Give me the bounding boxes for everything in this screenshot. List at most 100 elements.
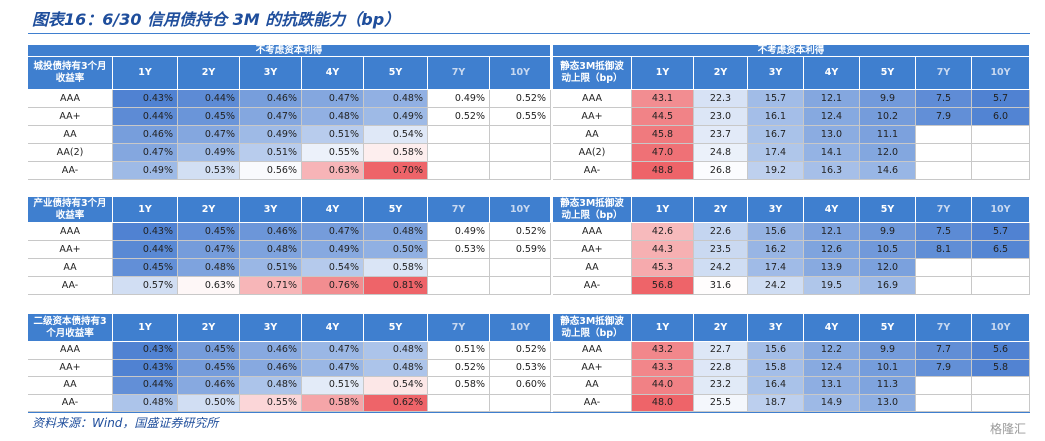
- value-cell: 0.47%: [302, 223, 364, 241]
- value-cell: 0.48%: [364, 342, 428, 360]
- value-cell: 48.0: [632, 394, 694, 412]
- value-cell: 0.46%: [240, 223, 302, 241]
- value-cell: 16.4: [748, 377, 804, 395]
- value-cell: 8.1: [916, 241, 972, 259]
- value-cell: 0.56%: [240, 162, 302, 180]
- value-cell: [916, 126, 972, 144]
- value-cell: 9.9: [860, 342, 916, 360]
- value-cell: 12.0: [860, 259, 916, 277]
- rating: AA: [553, 126, 632, 144]
- column-header: 10Y: [490, 197, 551, 223]
- column-header: 10Y: [972, 314, 1030, 342]
- column-header: 2Y: [694, 197, 748, 223]
- value-cell: [972, 126, 1030, 144]
- value-cell: 44.3: [632, 241, 694, 259]
- value-cell: [428, 394, 490, 412]
- value-cell: 12.1: [804, 90, 860, 108]
- column-header: 4Y: [302, 197, 364, 223]
- value-cell: 0.44%: [113, 377, 178, 395]
- value-cell: 0.50%: [364, 241, 428, 259]
- value-cell: 12.4: [804, 108, 860, 126]
- rating: AA+: [553, 108, 632, 126]
- value-cell: 0.55%: [240, 394, 302, 412]
- column-header: 4Y: [804, 197, 860, 223]
- value-cell: 16.7: [748, 126, 804, 144]
- value-cell: 0.81%: [364, 277, 428, 295]
- value-cell: 7.5: [916, 223, 972, 241]
- value-cell: 0.43%: [113, 359, 178, 377]
- value-cell: 14.6: [860, 162, 916, 180]
- column-header: 1Y: [113, 197, 178, 223]
- value-cell: 0.47%: [113, 144, 178, 162]
- rating: AA: [28, 259, 113, 277]
- column-header: 3Y: [748, 314, 804, 342]
- value-cell: 0.47%: [178, 126, 240, 144]
- value-cell: 10.2: [860, 108, 916, 126]
- value-cell: 56.8: [632, 277, 694, 295]
- value-cell: 0.71%: [240, 277, 302, 295]
- column-header: 2Y: [694, 314, 748, 342]
- value-cell: 43.3: [632, 359, 694, 377]
- value-cell: 0.48%: [364, 359, 428, 377]
- value-cell: 15.6: [748, 342, 804, 360]
- value-cell: [490, 144, 551, 162]
- column-header: 10Y: [972, 57, 1030, 90]
- value-cell: 15.8: [748, 359, 804, 377]
- value-cell: 10.5: [860, 241, 916, 259]
- rating: AAA: [553, 342, 632, 360]
- rating: AA-: [553, 394, 632, 412]
- value-cell: 0.45%: [178, 342, 240, 360]
- column-header: 7Y: [916, 197, 972, 223]
- value-cell: 45.3: [632, 259, 694, 277]
- column-header: 10Y: [972, 197, 1030, 223]
- value-cell: 0.45%: [178, 223, 240, 241]
- value-cell: 0.43%: [113, 223, 178, 241]
- value-cell: 12.2: [804, 342, 860, 360]
- value-cell: 0.48%: [240, 377, 302, 395]
- value-cell: 0.51%: [302, 377, 364, 395]
- value-cell: 0.43%: [113, 342, 178, 360]
- value-cell: 5.6: [972, 342, 1030, 360]
- column-header: 1Y: [113, 314, 178, 342]
- value-cell: 0.45%: [113, 259, 178, 277]
- value-cell: 0.46%: [113, 126, 178, 144]
- value-cell: 11.1: [860, 126, 916, 144]
- value-cell: 23.0: [694, 108, 748, 126]
- value-cell: 31.6: [694, 277, 748, 295]
- value-cell: 0.52%: [490, 223, 551, 241]
- value-cell: 13.0: [804, 126, 860, 144]
- column-header: 7Y: [428, 314, 490, 342]
- value-cell: 0.49%: [428, 90, 490, 108]
- title: 图表16：6/30 信用债持仓 3M 的抗跌能力（bp）: [32, 10, 401, 29]
- column-header: 1Y: [113, 57, 178, 90]
- value-cell: 18.7: [748, 394, 804, 412]
- value-cell: 0.52%: [428, 108, 490, 126]
- value-cell: 0.51%: [428, 342, 490, 360]
- top-header: 不考虑资本利得: [28, 45, 551, 57]
- column-header: 3Y: [240, 57, 302, 90]
- rating: AA: [28, 126, 113, 144]
- value-cell: 0.44%: [113, 241, 178, 259]
- value-cell: 5.7: [972, 90, 1030, 108]
- column-header: 3Y: [748, 57, 804, 90]
- value-cell: 24.2: [748, 277, 804, 295]
- value-cell: [972, 377, 1030, 395]
- watermark: 格隆汇: [990, 422, 1027, 436]
- rating: AA-: [28, 394, 113, 412]
- value-cell: [972, 259, 1030, 277]
- rating: AAA: [28, 342, 113, 360]
- value-cell: 0.70%: [364, 162, 428, 180]
- column-header: 7Y: [428, 197, 490, 223]
- column-header: 5Y: [364, 197, 428, 223]
- value-cell: 0.49%: [178, 144, 240, 162]
- value-cell: 15.7: [748, 90, 804, 108]
- value-cell: 9.9: [860, 223, 916, 241]
- rating: AAA: [28, 223, 113, 241]
- rating: AAA: [553, 90, 632, 108]
- source: 资料来源：Wind，国盛证券研究所: [32, 416, 219, 430]
- value-cell: 48.8: [632, 162, 694, 180]
- rule: [28, 33, 1030, 34]
- value-cell: 0.43%: [113, 90, 178, 108]
- value-cell: [916, 277, 972, 295]
